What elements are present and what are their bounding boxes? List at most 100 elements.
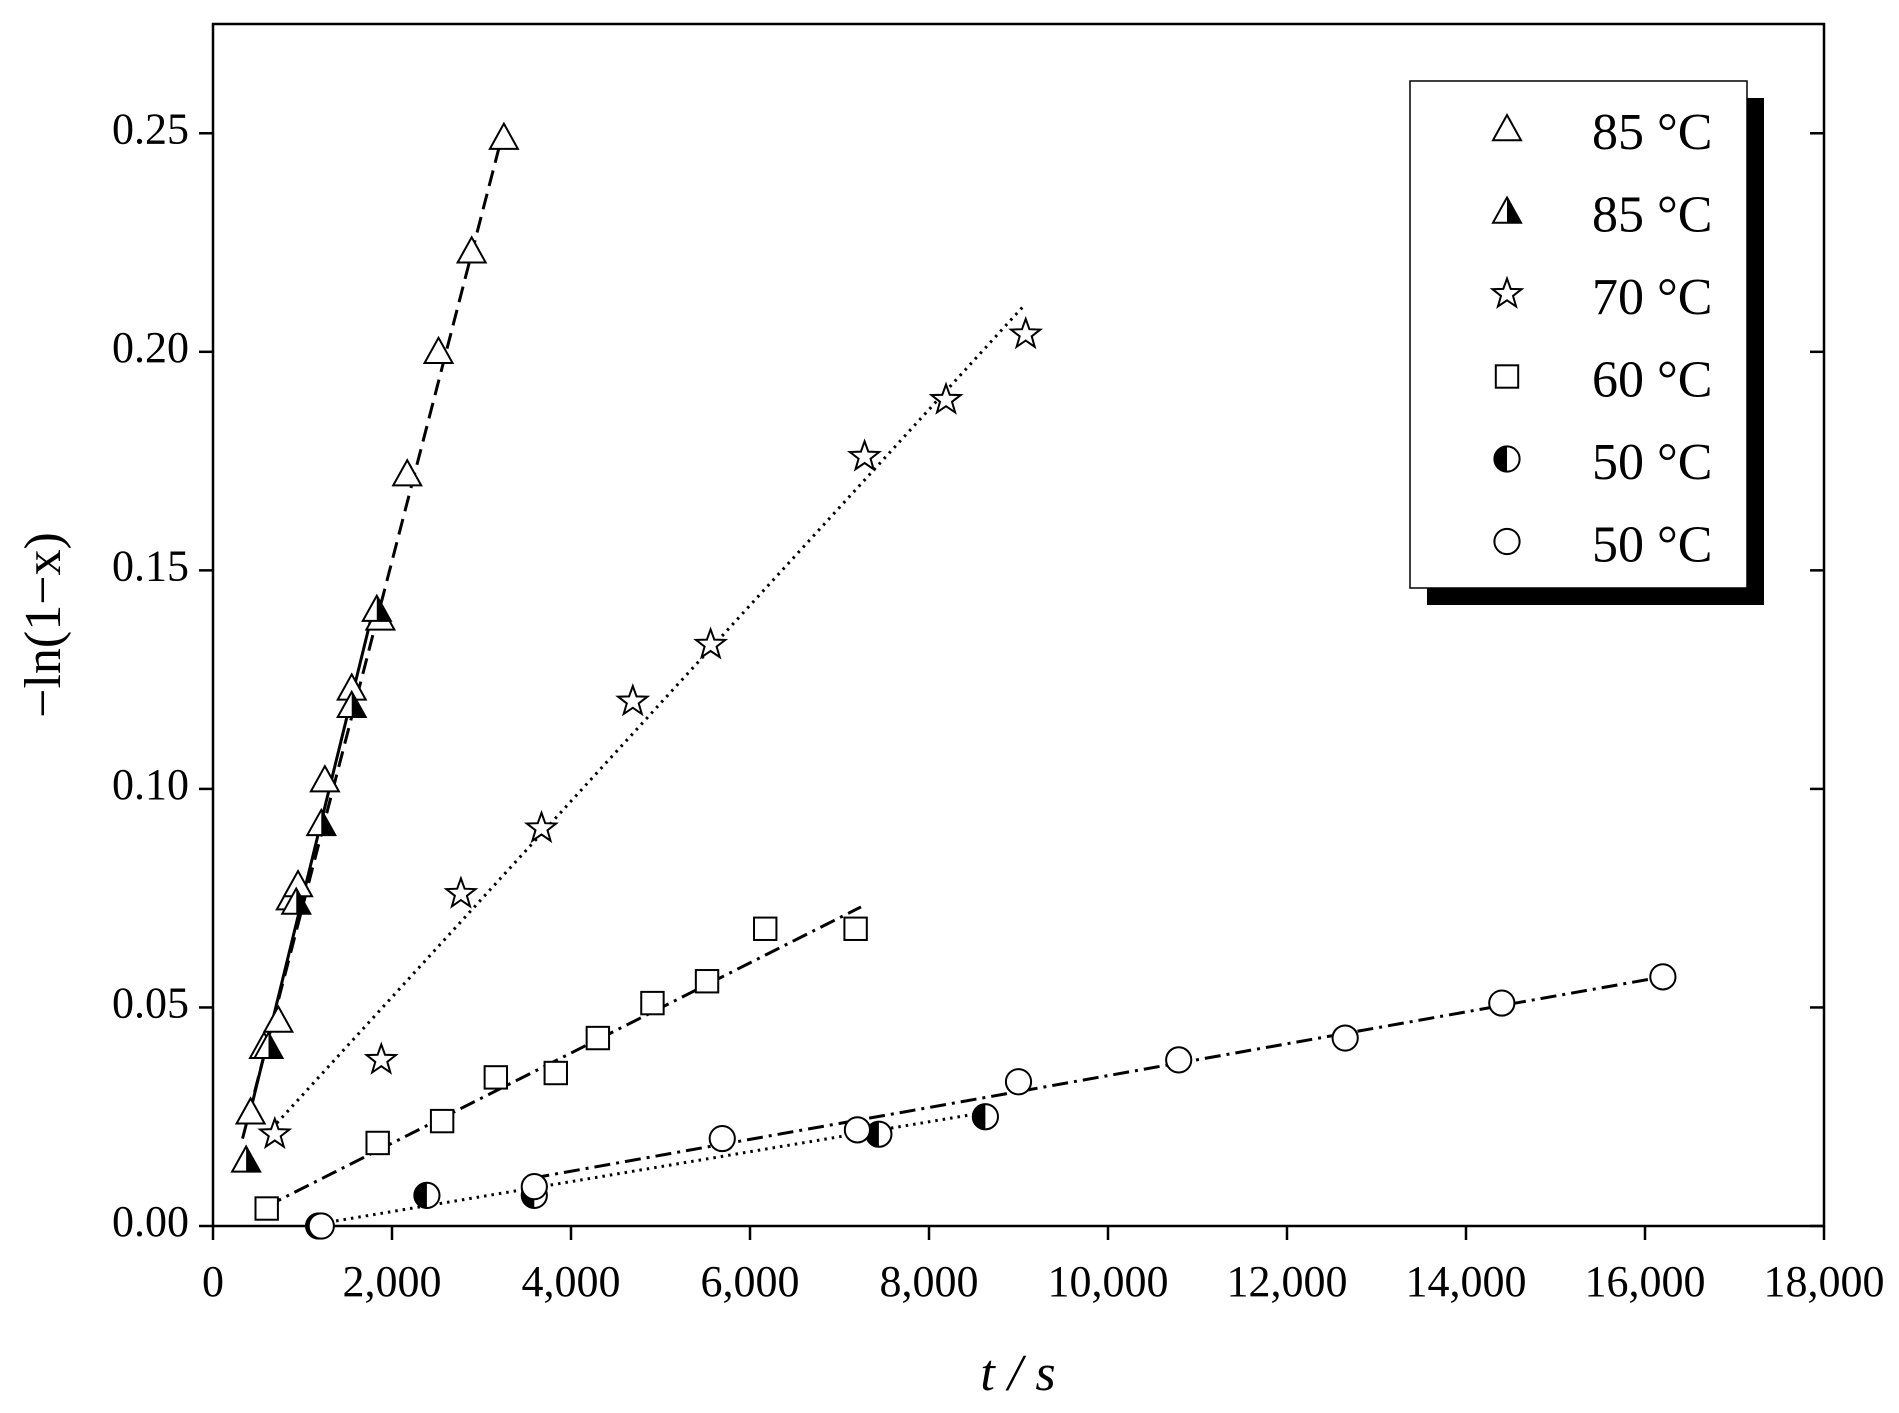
marker-fill bbox=[321, 809, 336, 836]
legend-label: 70 °C bbox=[1592, 269, 1712, 326]
marker-shape bbox=[523, 809, 559, 844]
marker bbox=[257, 1115, 293, 1150]
marker bbox=[1491, 112, 1523, 142]
marker-shape bbox=[391, 458, 423, 487]
marker-fill bbox=[1507, 197, 1521, 223]
y-tick-label: 0.15 bbox=[112, 541, 189, 590]
marker bbox=[309, 764, 341, 793]
marker-shape bbox=[1494, 364, 1520, 389]
marker-shape bbox=[928, 381, 964, 415]
marker bbox=[361, 593, 393, 622]
y-tick-label: 0.05 bbox=[112, 979, 189, 1028]
y-tick-label: 0.20 bbox=[112, 323, 189, 372]
marker bbox=[1488, 989, 1516, 1017]
marker-fill bbox=[972, 1104, 986, 1130]
marker-shape bbox=[753, 916, 778, 941]
marker-shape bbox=[422, 335, 455, 365]
marker-shape bbox=[708, 1124, 736, 1153]
x-tick-label: 12,000 bbox=[1227, 1257, 1348, 1306]
marker-shape bbox=[257, 1115, 293, 1150]
marker-fill bbox=[268, 1032, 283, 1058]
marker bbox=[585, 1025, 611, 1051]
marker-shape bbox=[429, 1108, 455, 1134]
legend-label: 50 °C bbox=[1592, 516, 1712, 573]
marker bbox=[1493, 527, 1521, 556]
marker-shape bbox=[1331, 1024, 1359, 1052]
marker-shape bbox=[365, 1130, 390, 1156]
marker bbox=[413, 1181, 441, 1210]
x-tick-label: 8,000 bbox=[880, 1257, 979, 1306]
marker bbox=[1331, 1024, 1359, 1052]
marker bbox=[843, 1116, 872, 1144]
marker-shape bbox=[520, 1173, 548, 1201]
x-tick-label: 10,000 bbox=[1048, 1257, 1169, 1306]
x-tick-label: 16,000 bbox=[1585, 1257, 1706, 1306]
marker bbox=[615, 683, 651, 717]
marker bbox=[847, 438, 882, 472]
marker bbox=[753, 916, 778, 941]
fit-line bbox=[266, 905, 862, 1208]
marker-shape bbox=[1489, 275, 1525, 309]
marker-shape bbox=[694, 969, 720, 994]
marker-fill bbox=[351, 691, 366, 718]
marker bbox=[843, 916, 868, 941]
fit-line bbox=[265, 302, 1027, 1136]
marker-shape bbox=[307, 1212, 335, 1240]
marker bbox=[488, 121, 520, 150]
marker-shape bbox=[234, 1096, 267, 1125]
marker-shape bbox=[1165, 1046, 1193, 1074]
legend-label: 50 °C bbox=[1592, 434, 1712, 491]
marker bbox=[307, 1212, 335, 1240]
marker-shape bbox=[455, 235, 488, 264]
marker-fill bbox=[1494, 446, 1507, 472]
marker-fill bbox=[296, 888, 311, 914]
marker bbox=[1491, 195, 1523, 224]
marker bbox=[1008, 315, 1044, 350]
marker bbox=[971, 1103, 999, 1131]
marker bbox=[365, 1130, 390, 1156]
marker bbox=[694, 969, 720, 994]
marker-shape bbox=[640, 990, 665, 1016]
marker bbox=[455, 235, 488, 264]
marker bbox=[708, 1124, 736, 1153]
marker bbox=[693, 626, 729, 660]
y-tick-label: 0.10 bbox=[112, 760, 189, 809]
x-axis-label: t / s bbox=[980, 1345, 1055, 1402]
x-tick-label: 14,000 bbox=[1406, 1257, 1527, 1306]
marker-shape bbox=[1491, 112, 1523, 142]
x-tick-label: 6,000 bbox=[701, 1257, 800, 1306]
legend-label: 85 °C bbox=[1592, 186, 1712, 243]
marker-shape bbox=[585, 1025, 611, 1051]
marker-fill bbox=[376, 595, 391, 621]
marker-shape bbox=[615, 683, 651, 717]
marker bbox=[523, 809, 559, 844]
marker bbox=[230, 1144, 262, 1173]
marker-shape bbox=[1488, 989, 1516, 1017]
marker-shape bbox=[843, 1116, 872, 1144]
marker-shape bbox=[443, 875, 479, 909]
marker bbox=[429, 1108, 455, 1134]
marker bbox=[252, 1030, 285, 1059]
marker bbox=[640, 990, 665, 1016]
marker bbox=[305, 807, 337, 837]
y-tick-label: 0.25 bbox=[112, 104, 189, 153]
marker bbox=[1004, 1068, 1033, 1096]
marker bbox=[928, 381, 964, 415]
x-tick-label: 0 bbox=[202, 1257, 224, 1306]
x-tick-label: 4,000 bbox=[522, 1257, 621, 1306]
marker bbox=[422, 335, 455, 365]
legend-label: 85 °C bbox=[1592, 104, 1712, 161]
marker bbox=[1165, 1046, 1193, 1074]
marker bbox=[363, 1041, 399, 1075]
marker-shape bbox=[693, 626, 729, 660]
marker bbox=[443, 875, 479, 909]
y-axis-label: −ln(1−x) bbox=[15, 532, 72, 718]
marker bbox=[520, 1173, 548, 1201]
y-tick-label: 0.00 bbox=[112, 1197, 189, 1246]
marker bbox=[1489, 275, 1525, 309]
plot-frame bbox=[211, 22, 1826, 1228]
marker bbox=[483, 1065, 509, 1090]
legend-label: 60 °C bbox=[1592, 351, 1712, 408]
marker-shape bbox=[847, 438, 882, 472]
marker-shape bbox=[1004, 1068, 1033, 1096]
